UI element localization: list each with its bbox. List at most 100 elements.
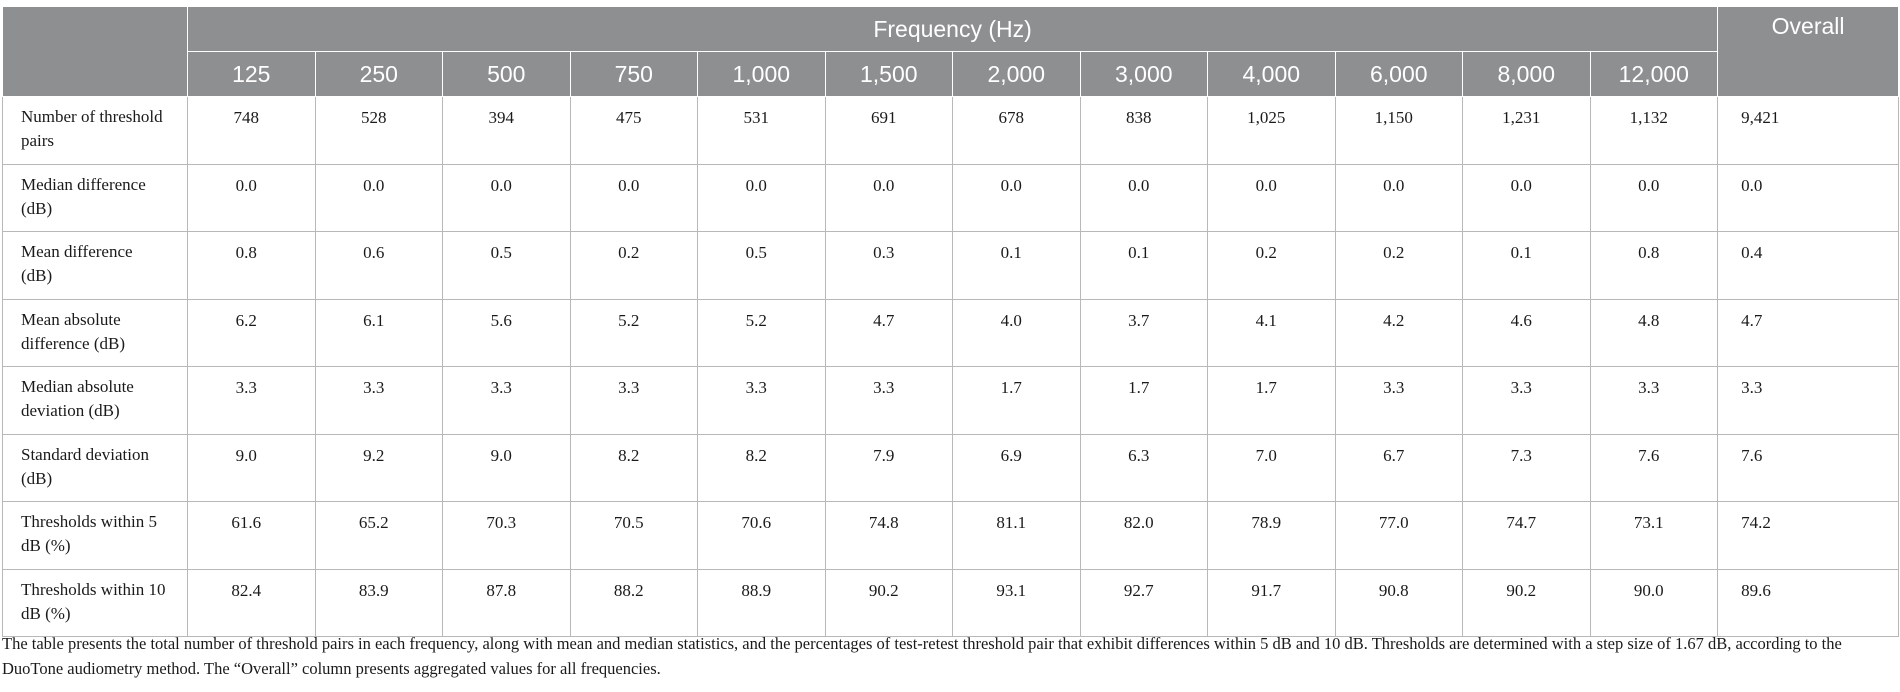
table-cell: 6.9 xyxy=(952,433,1081,502)
table-cell: 74.7 xyxy=(1462,501,1591,570)
overall-cell: 9,421 xyxy=(1717,96,1900,165)
table-cell: 1.7 xyxy=(1079,366,1208,435)
table-cell: 1.7 xyxy=(1207,366,1336,435)
header-corner xyxy=(2,6,188,97)
frequency-header-cell: 12,000 xyxy=(1589,51,1719,97)
table-cell: 0.2 xyxy=(1334,231,1463,300)
table-cell: 678 xyxy=(952,96,1081,165)
table-cell: 3.3 xyxy=(1462,366,1591,435)
table-row: Standard deviation (dB) 9.0 9.2 9.0 8.2 8.2 7.… xyxy=(2,433,1900,502)
frequency-header-cell: 8,000 xyxy=(1462,51,1591,97)
table-cell: 9.2 xyxy=(314,433,443,502)
table-cell: 73.1 xyxy=(1589,501,1719,570)
table-cell: 4.7 xyxy=(824,298,953,367)
overall-cell: 3.3 xyxy=(1717,366,1900,435)
overall-header: Overall xyxy=(1717,6,1900,97)
table-cell: 3.3 xyxy=(314,366,443,435)
table-cell: 531 xyxy=(697,96,826,165)
frequency-group-header: Frequency (Hz) xyxy=(186,6,1719,52)
frequency-header-cell: 125 xyxy=(187,51,316,97)
table-cell: 70.5 xyxy=(569,501,698,570)
table-cell: 691 xyxy=(824,96,953,165)
table-cell: 7.0 xyxy=(1207,433,1336,502)
frequency-header-cell: 1,000 xyxy=(697,51,826,97)
frequency-header-row: 125 250 500 750 1,000 1,500 2,000 3,000 4,000 6,0… xyxy=(3,51,1899,97)
table-cell: 6.3 xyxy=(1079,433,1208,502)
overall-cell: 0.4 xyxy=(1717,231,1900,300)
table-cell: 3.3 xyxy=(187,366,316,435)
frequency-header-cell: 750 xyxy=(569,51,698,97)
table-cell: 0.1 xyxy=(1079,231,1208,300)
table-cell: 82.4 xyxy=(187,568,316,637)
frequency-header-cell: 3,000 xyxy=(1079,51,1208,97)
table-cell: 0.3 xyxy=(824,231,953,300)
table-cell: 90.8 xyxy=(1334,568,1463,637)
table-cell: 5.6 xyxy=(442,298,571,367)
row-label: Mean difference (dB) xyxy=(2,231,188,300)
row-label: Mean absolute difference (dB) xyxy=(2,298,188,367)
table-cell: 93.1 xyxy=(952,568,1081,637)
table-cell: 3.3 xyxy=(1589,366,1719,435)
table-cell: 6.7 xyxy=(1334,433,1463,502)
table-row: Median absolute deviation (dB) 3.3 3.3 3.3 3… xyxy=(2,366,1900,435)
table-cell: 1,025 xyxy=(1207,96,1336,165)
table-cell: 4.1 xyxy=(1207,298,1336,367)
table-cell: 0.6 xyxy=(314,231,443,300)
table-cell: 70.3 xyxy=(442,501,571,570)
table-cell: 90.2 xyxy=(824,568,953,637)
table-cell: 3.7 xyxy=(1079,298,1208,367)
table-row: Median difference (dB) 0.0 0.0 0.0 0.0 0.0 0.0… xyxy=(2,163,1900,232)
table-cell: 8.2 xyxy=(569,433,698,502)
table-cell: 90.0 xyxy=(1589,568,1719,637)
table-cell: 92.7 xyxy=(1079,568,1208,637)
table-cell: 81.1 xyxy=(952,501,1081,570)
table-cell: 8.2 xyxy=(697,433,826,502)
table-cell: 0.0 xyxy=(1207,163,1336,232)
overall-cell: 7.6 xyxy=(1717,433,1900,502)
table-cell: 5.2 xyxy=(569,298,698,367)
table-header: Frequency (Hz) Overall 125 250 500 750 1,000… xyxy=(2,6,1900,97)
table-cell: 7.6 xyxy=(1589,433,1719,502)
row-label: Thresholds within 5 dB (%) xyxy=(2,501,188,570)
table-cell: 7.9 xyxy=(824,433,953,502)
table-cell: 0.0 xyxy=(1079,163,1208,232)
table-cell: 7.3 xyxy=(1462,433,1591,502)
results-table: Frequency (Hz) Overall 125 250 500 750 1,000… xyxy=(2,6,1900,637)
table-cell: 3.3 xyxy=(442,366,571,435)
table-row: Thresholds within 10 dB (%) 82.4 83.9 87.8 8… xyxy=(2,568,1900,637)
row-label: Standard deviation (dB) xyxy=(2,433,188,502)
table-cell: 748 xyxy=(187,96,316,165)
table-cell: 65.2 xyxy=(314,501,443,570)
table-cell: 4.0 xyxy=(952,298,1081,367)
table-cell: 70.6 xyxy=(697,501,826,570)
row-label: Median absolute deviation (dB) xyxy=(2,366,188,435)
table-cell: 0.0 xyxy=(697,163,826,232)
table-cell: 0.0 xyxy=(187,163,316,232)
table-cell: 1,150 xyxy=(1334,96,1463,165)
frequency-header-cell: 2,000 xyxy=(952,51,1081,97)
table-cell: 4.8 xyxy=(1589,298,1719,367)
table-cell: 0.8 xyxy=(1589,231,1719,300)
table-cell: 83.9 xyxy=(314,568,443,637)
table-cell: 3.3 xyxy=(1334,366,1463,435)
table-cell: 0.8 xyxy=(187,231,316,300)
table-cell: 91.7 xyxy=(1207,568,1336,637)
frequency-header-cell: 6,000 xyxy=(1334,51,1463,97)
table-cell: 528 xyxy=(314,96,443,165)
frequency-header-cell: 1,500 xyxy=(824,51,953,97)
table-cell: 0.2 xyxy=(1207,231,1336,300)
table-cell: 88.2 xyxy=(569,568,698,637)
overall-cell: 89.6 xyxy=(1717,568,1900,637)
table-cell: 4.2 xyxy=(1334,298,1463,367)
table-cell: 1,132 xyxy=(1589,96,1719,165)
table-cell: 61.6 xyxy=(187,501,316,570)
table-row: Number of threshold pairs 748 528 394 475 531… xyxy=(2,96,1900,165)
frequency-header-cell: 500 xyxy=(442,51,571,97)
results-table-container: Frequency (Hz) Overall 125 250 500 750 1,000… xyxy=(2,6,1900,637)
table-cell: 3.3 xyxy=(697,366,826,435)
table-row: Thresholds within 5 dB (%) 61.6 65.2 70.3 70… xyxy=(2,501,1900,570)
table-cell: 0.5 xyxy=(697,231,826,300)
table-cell: 0.0 xyxy=(442,163,571,232)
table-cell: 838 xyxy=(1079,96,1208,165)
table-cell: 78.9 xyxy=(1207,501,1336,570)
